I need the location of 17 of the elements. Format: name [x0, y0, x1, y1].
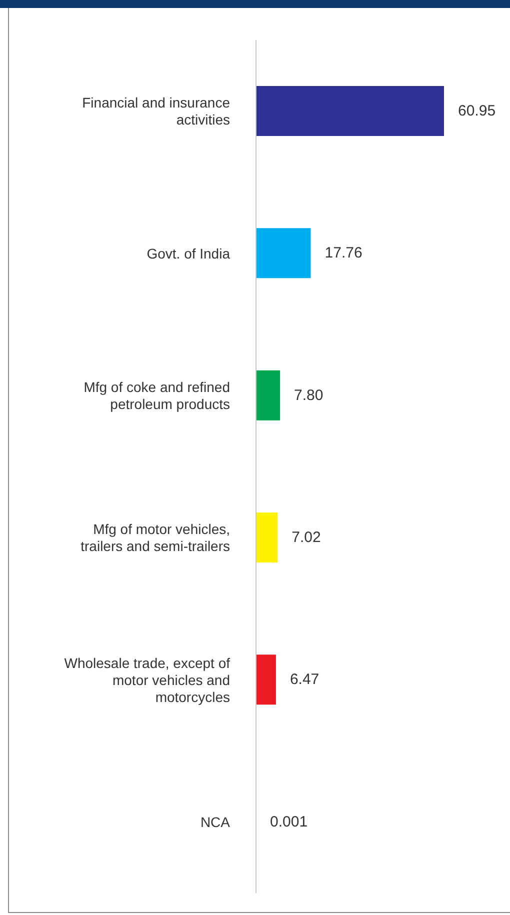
data-label: 6.47 — [290, 671, 320, 688]
data-label: 7.02 — [292, 529, 321, 546]
bar — [256, 86, 444, 136]
bar — [256, 370, 280, 420]
data-label: 17.76 — [324, 244, 362, 262]
y-tick-label: Govt. of India — [146, 245, 230, 262]
data-label: 7.80 — [294, 386, 324, 404]
y-tick-label: Wholesale trade, except of motor vehicles and motorcycles — [64, 654, 230, 705]
data-label: 0.001 — [270, 813, 308, 830]
y-tick-label: NCA — [200, 814, 231, 830]
y-tick-label: Financial and insurance activities — [82, 94, 230, 128]
y-tick-label: Mfg of motor vehicles, trailers and semi-trailers — [80, 521, 230, 554]
data-label: 60.95 — [458, 102, 496, 120]
bar — [256, 654, 276, 705]
bar — [256, 512, 278, 562]
bar — [256, 228, 311, 278]
y-tick-label: Mfg of coke and refined petroleum products — [84, 378, 230, 412]
